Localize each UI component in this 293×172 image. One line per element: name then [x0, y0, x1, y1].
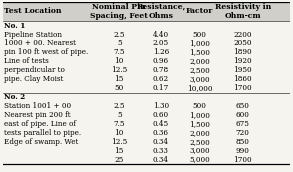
Text: 0.45: 0.45: [153, 120, 169, 128]
Text: Line of tests: Line of tests: [4, 57, 49, 65]
Text: Edge of swamp. Wet: Edge of swamp. Wet: [4, 138, 79, 146]
Text: 3,000: 3,000: [189, 75, 210, 83]
Text: 990: 990: [236, 147, 250, 155]
Text: 2,500: 2,500: [189, 138, 210, 146]
Text: Station 1001 + 00: Station 1001 + 00: [4, 102, 71, 110]
Text: 1,500: 1,500: [189, 120, 210, 128]
Text: 0.34: 0.34: [153, 138, 169, 146]
Text: 2,500: 2,500: [189, 66, 210, 74]
Text: 1700: 1700: [234, 156, 252, 164]
Text: 7.5: 7.5: [113, 48, 125, 56]
Text: pin 100 ft west of pipe.: pin 100 ft west of pipe.: [4, 48, 88, 56]
Text: pipe. Clay Moist: pipe. Clay Moist: [4, 75, 64, 83]
Text: 675: 675: [236, 120, 250, 128]
Text: 12.5: 12.5: [111, 66, 127, 74]
Text: east of pipe. Line of: east of pipe. Line of: [4, 120, 76, 128]
Text: 15: 15: [115, 75, 124, 83]
Text: 10,000: 10,000: [187, 84, 212, 92]
Text: 12.5: 12.5: [111, 138, 127, 146]
Text: 1000 + 00. Nearest: 1000 + 00. Nearest: [4, 39, 76, 47]
Text: 720: 720: [236, 129, 250, 137]
Text: 50: 50: [115, 84, 124, 92]
Text: No. 1: No. 1: [4, 22, 26, 30]
Text: 1,000: 1,000: [189, 39, 210, 47]
Text: 600: 600: [236, 111, 250, 119]
Text: 0.96: 0.96: [153, 57, 169, 65]
Text: Test Location: Test Location: [4, 7, 62, 15]
Text: 10: 10: [115, 57, 124, 65]
Text: 25: 25: [115, 156, 124, 164]
Text: 1,500: 1,500: [189, 48, 210, 56]
Text: 0.34: 0.34: [153, 156, 169, 164]
Text: 7.5: 7.5: [113, 120, 125, 128]
Text: 5: 5: [117, 111, 122, 119]
Text: 2200: 2200: [234, 30, 252, 39]
Text: 2,000: 2,000: [189, 129, 210, 137]
Text: 1,000: 1,000: [189, 111, 210, 119]
Text: 1950: 1950: [234, 66, 252, 74]
Text: 0.62: 0.62: [153, 75, 169, 83]
Text: Nearest pin 200 ft: Nearest pin 200 ft: [4, 111, 71, 119]
Text: 2,000: 2,000: [189, 57, 210, 65]
Text: 1920: 1920: [234, 57, 252, 65]
Text: 10: 10: [115, 129, 124, 137]
Text: Factor: Factor: [186, 7, 213, 15]
Text: 2.5: 2.5: [113, 30, 125, 39]
Text: 1700: 1700: [234, 84, 252, 92]
Text: No. 2: No. 2: [4, 93, 25, 101]
Text: Pipeline Station: Pipeline Station: [4, 30, 62, 39]
Text: 3,000: 3,000: [189, 147, 210, 155]
Text: 850: 850: [236, 138, 250, 146]
Text: 1.30: 1.30: [153, 102, 169, 110]
Text: 0.78: 0.78: [153, 66, 169, 74]
Text: 650: 650: [236, 102, 250, 110]
Text: Resistivity in
Ohm-cm: Resistivity in Ohm-cm: [214, 3, 271, 20]
Text: perpendicular to: perpendicular to: [4, 66, 65, 74]
Text: 15: 15: [115, 147, 124, 155]
Bar: [3, 2, 290, 21]
Text: 1860: 1860: [234, 75, 252, 83]
Text: Resistance,
Ohms: Resistance, Ohms: [136, 3, 185, 20]
Text: 5,000: 5,000: [189, 156, 210, 164]
Text: 1890: 1890: [234, 48, 252, 56]
Text: 4.40: 4.40: [153, 30, 169, 39]
Text: 500: 500: [193, 102, 207, 110]
Text: tests parallel to pipe.: tests parallel to pipe.: [4, 129, 81, 137]
Text: 0.60: 0.60: [153, 111, 169, 119]
Text: 0.17: 0.17: [153, 84, 169, 92]
Bar: [3, 21, 290, 164]
Text: 2.05: 2.05: [153, 39, 169, 47]
Text: 5: 5: [117, 39, 122, 47]
Text: 0.33: 0.33: [153, 147, 169, 155]
Text: 2.5: 2.5: [113, 102, 125, 110]
Text: 0.36: 0.36: [153, 129, 169, 137]
Text: 2050: 2050: [234, 39, 252, 47]
Text: 500: 500: [193, 30, 207, 39]
Text: 1.26: 1.26: [153, 48, 169, 56]
Text: Nominal Pin
Spacing, Feet: Nominal Pin Spacing, Feet: [90, 3, 148, 20]
